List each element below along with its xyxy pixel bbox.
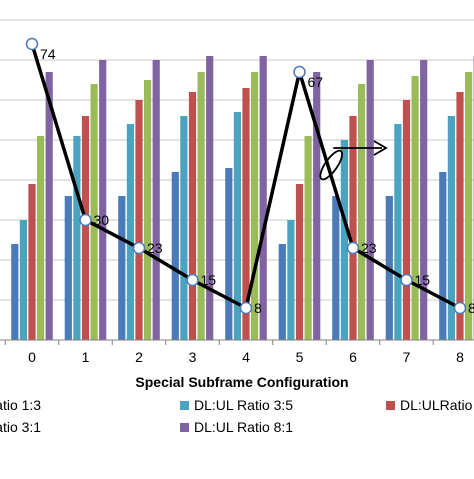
- data-label: 15: [201, 272, 217, 288]
- legend-swatch: [180, 423, 189, 432]
- bar: [144, 80, 151, 340]
- line-point: [241, 303, 252, 314]
- x-tick-label: 6: [349, 349, 357, 365]
- bar: [403, 100, 410, 340]
- x-tick-label: 0: [28, 349, 36, 365]
- bar: [394, 124, 401, 340]
- bar: [349, 116, 356, 340]
- bar: [99, 60, 106, 340]
- x-tick-label: 3: [189, 349, 197, 365]
- bar: [420, 60, 427, 340]
- line-point: [80, 215, 91, 226]
- bar: [82, 116, 89, 340]
- data-label: 30: [94, 212, 110, 228]
- bar: [135, 100, 142, 340]
- data-label: 67: [308, 74, 324, 90]
- bar: [313, 72, 320, 340]
- bar: [172, 172, 179, 340]
- bar: [28, 184, 35, 340]
- bar: [412, 76, 419, 340]
- bar: [73, 136, 80, 340]
- x-tick-label: 7: [403, 349, 411, 365]
- line-point: [348, 243, 359, 254]
- bar: [189, 92, 196, 340]
- bar: [198, 72, 205, 340]
- bar: [439, 172, 446, 340]
- bar: [37, 136, 44, 340]
- legend-swatch: [386, 401, 395, 410]
- bar: [358, 84, 365, 340]
- legend-label: DL:UL Ratio 3:5: [194, 397, 293, 413]
- x-axis: 0 1 2 3 4 5 6 7 8: [0, 340, 474, 365]
- legend-label: DL:UL Ratio 1:3: [0, 397, 41, 413]
- bar: [206, 56, 213, 340]
- data-label: 74: [40, 46, 56, 62]
- bar: [127, 124, 134, 340]
- x-axis-title: Special Subframe Configuration: [135, 374, 348, 390]
- line-point: [455, 303, 466, 314]
- legend: DL:UL Ratio 1:3 DL:UL Ratio 3:5 DL:ULRatio…: [0, 397, 473, 435]
- line-point: [294, 67, 305, 78]
- line-point: [27, 39, 38, 50]
- x-tick-label: 1: [82, 349, 90, 365]
- bar: [260, 56, 267, 340]
- legend-label: DL:UL Ratio 3:1: [0, 419, 41, 435]
- bar: [20, 220, 27, 340]
- bar: [305, 136, 312, 340]
- bar: [279, 244, 286, 340]
- bar: [367, 60, 374, 340]
- x-tick-label: 8: [456, 349, 464, 365]
- bar: [65, 196, 72, 340]
- data-label: 15: [415, 272, 431, 288]
- bar: [341, 140, 348, 340]
- bar: [287, 220, 294, 340]
- bar: [296, 184, 303, 340]
- line-point: [134, 243, 145, 254]
- line-point: [187, 275, 198, 286]
- bar: [153, 60, 160, 340]
- x-tick-label: 5: [296, 349, 304, 365]
- bar: [225, 168, 232, 340]
- x-tick-label: 2: [135, 349, 143, 365]
- bar: [118, 196, 125, 340]
- data-label: 23: [361, 240, 377, 256]
- legend-label: DL:UL Ratio 8:1: [194, 419, 293, 435]
- legend-swatch: [180, 401, 189, 410]
- data-label: 8: [468, 300, 474, 316]
- data-label: 23: [147, 240, 163, 256]
- bar: [11, 244, 18, 340]
- bar: [332, 196, 339, 340]
- data-label: 8: [254, 300, 262, 316]
- legend-label: DL:ULRatio: [400, 397, 473, 413]
- x-tick-label: 4: [242, 349, 250, 365]
- bar: [180, 116, 187, 340]
- line-point: [401, 275, 412, 286]
